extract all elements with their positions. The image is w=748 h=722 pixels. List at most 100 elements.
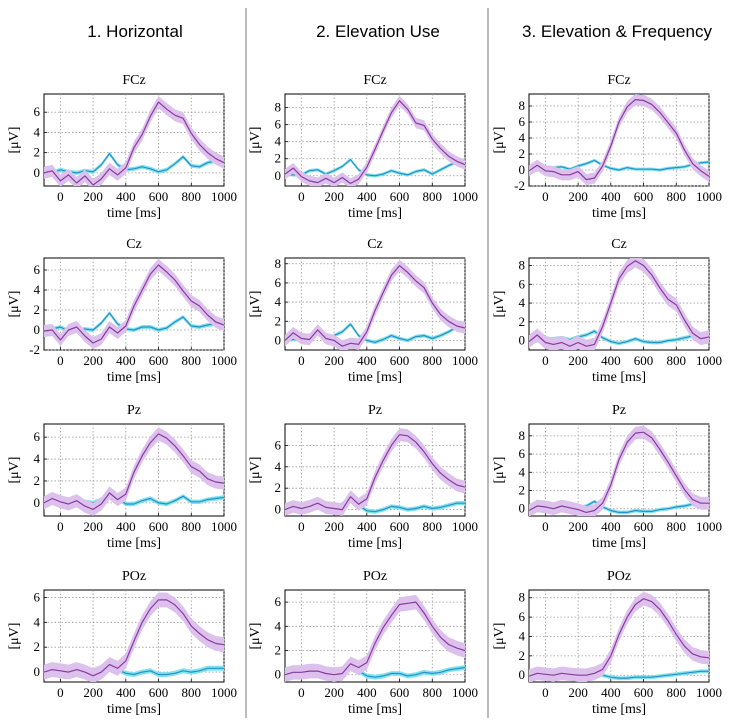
y-tick-label: 4 [519, 130, 526, 145]
x-tick-label: 200 [568, 353, 588, 368]
x-tick-label: 200 [568, 685, 588, 700]
erp-panel-pz-3: Pz 0 200 400 600 800 1000 0 2 4 6 8 time [ms] [μV] [492, 403, 722, 551]
y-axis-label: [μV] [248, 127, 263, 154]
x-tick-label: 200 [83, 189, 103, 204]
x-tick-label: 600 [634, 685, 654, 700]
y-tick-label: 4 [275, 459, 282, 474]
column-title-elevation-frequency: 3. Elevation & Frequency [522, 22, 712, 41]
column-headers: 1. Horizontal 2. Elevation Use 3. Elevat… [87, 22, 712, 41]
panel-title: Cz [611, 237, 627, 252]
x-axis-label: time [ms] [348, 206, 402, 221]
x-tick-label: 200 [568, 519, 588, 534]
x-tick-label: 800 [182, 519, 202, 534]
x-tick-label: 400 [116, 189, 136, 204]
x-tick-label: 800 [423, 685, 443, 700]
nontarget-erp-confidence-band [529, 158, 709, 174]
column-title-horizontal: 1. Horizontal [87, 22, 182, 41]
x-tick-label: 800 [423, 519, 443, 534]
y-tick-label: 2 [275, 643, 282, 658]
panel-title: FCz [363, 73, 386, 88]
erp-panel-poz-3: POz 0 200 400 600 800 1000 0 2 4 6 8 time [ms] [μV] [492, 569, 722, 717]
y-tick-label: 4 [34, 282, 41, 297]
x-tick-label: 800 [423, 353, 443, 368]
target-erp-line [529, 260, 709, 347]
x-tick-label: 800 [667, 189, 687, 204]
x-tick-label: 600 [390, 685, 410, 700]
nontarget-erp-confidence-band [529, 499, 709, 515]
target-erp-line [44, 101, 224, 186]
panel-title: Pz [612, 403, 626, 418]
y-tick-label: 2 [34, 145, 41, 160]
x-axis-label: time [ms] [107, 702, 161, 717]
x-tick-label: 600 [634, 189, 654, 204]
y-tick-label: 2 [275, 151, 282, 166]
panel-title: FCz [607, 73, 630, 88]
x-axis-label: time [ms] [592, 702, 646, 717]
x-tick-label: 1000 [211, 685, 237, 700]
x-axis-label: time [ms] [592, 536, 646, 551]
x-tick-label: 0 [57, 353, 64, 368]
x-tick-label: 200 [83, 519, 103, 534]
y-tick-label: 6 [34, 262, 41, 277]
target-erp-line [285, 434, 465, 511]
y-tick-label: 6 [519, 276, 526, 291]
x-axis-label: time [ms] [348, 536, 402, 551]
y-tick-label: 6 [519, 609, 526, 624]
y-tick-label: -2 [29, 342, 40, 357]
y-tick-label: 8 [275, 100, 282, 115]
panel-title: POz [363, 569, 387, 584]
x-tick-label: 400 [601, 685, 621, 700]
x-tick-label: 200 [83, 353, 103, 368]
x-tick-label: 800 [667, 519, 687, 534]
x-tick-label: 0 [57, 685, 64, 700]
y-tick-label: 6 [34, 104, 41, 119]
y-tick-label: 4 [34, 451, 41, 466]
x-tick-label: 800 [182, 353, 202, 368]
target-erp-line [285, 100, 465, 184]
y-tick-label: 0 [275, 168, 282, 183]
x-tick-label: 0 [57, 519, 64, 534]
nontarget-erp-line [529, 159, 709, 173]
x-tick-label: 400 [116, 353, 136, 368]
target-erp-confidence-band [44, 96, 224, 186]
x-tick-label: 1000 [696, 353, 722, 368]
target-erp-confidence-band [44, 592, 224, 682]
target-erp-line [44, 599, 224, 677]
nontarget-erp-confidence-band [44, 151, 224, 175]
x-axis-label: time [ms] [107, 536, 161, 551]
erp-panel-pz-1: Pz 0 200 400 600 800 1000 0 2 4 6 time [ms] [μV] [7, 403, 237, 551]
y-tick-label: -2 [514, 178, 525, 193]
x-tick-label: 400 [357, 189, 377, 204]
panel-title: Pz [127, 403, 141, 418]
x-tick-label: 200 [324, 189, 344, 204]
y-tick-label: 0 [519, 667, 526, 682]
y-tick-label: 8 [275, 256, 282, 271]
target-erp-line [529, 431, 709, 514]
plot-series [44, 427, 224, 516]
target-erp-line [285, 601, 465, 676]
x-tick-label: 400 [116, 685, 136, 700]
x-tick-label: 1000 [211, 353, 237, 368]
panel-title: FCz [122, 73, 145, 88]
y-tick-label: 0 [34, 664, 41, 679]
column-title-elevation-use: 2. Elevation Use [316, 22, 440, 41]
plot-series [529, 591, 709, 682]
panel-title: Cz [126, 237, 142, 252]
plot-series [529, 258, 709, 350]
x-tick-label: 600 [149, 519, 169, 534]
y-axis-label: [μV] [492, 127, 507, 154]
erp-panel-fcz-1: FCz 0 200 400 600 800 1000 0 2 4 6 time [ms] [μV] [7, 73, 237, 221]
x-tick-label: 800 [182, 189, 202, 204]
erp-panel-cz-2: Cz 0 200 400 600 800 1000 0 2 4 6 8 time [ms] [μV] [248, 237, 478, 385]
x-tick-label: 1000 [452, 353, 478, 368]
x-axis-label: time [ms] [107, 370, 161, 385]
x-tick-label: 1000 [696, 685, 722, 700]
x-tick-label: 200 [324, 353, 344, 368]
x-tick-label: 200 [324, 519, 344, 534]
y-tick-label: 2 [519, 314, 526, 329]
target-erp-confidence-band [285, 259, 465, 350]
x-tick-label: 800 [182, 685, 202, 700]
erp-panel-cz-1: Cz 0 200 400 600 800 1000 -2 0 2 4 6 time [ms] [μV] [7, 237, 237, 385]
